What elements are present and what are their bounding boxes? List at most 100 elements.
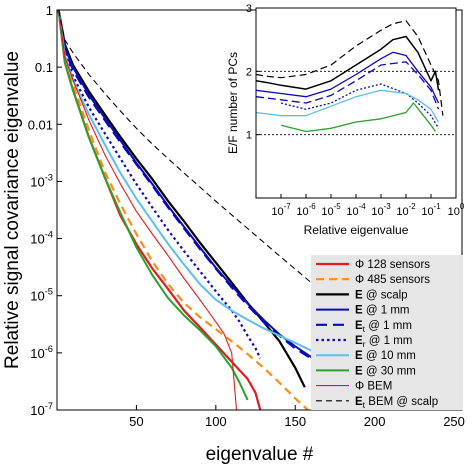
legend-label-part: E	[355, 396, 363, 408]
inset-y-ticks: 1 2 3	[246, 3, 260, 142]
inset-x-tick-label: 10-5	[321, 202, 341, 218]
inset-x-tick-label-base: 10	[271, 206, 283, 218]
main-y-tick-label: 10-4	[30, 230, 53, 247]
legend-entry-label: E @ 1 mm	[355, 305, 410, 317]
legend-label-part: t	[363, 324, 366, 334]
legend-label-part: t	[363, 400, 366, 410]
inset-x-tick-label-exponent: 0	[460, 202, 465, 211]
inset-series-line-4	[280, 83, 440, 129]
inset-x-tick-label-base: 10	[321, 206, 333, 218]
main-x-tick-label: 100	[205, 414, 227, 429]
inset-series-line-0	[256, 20, 444, 116]
main-x-tick-label-base: 250	[443, 414, 465, 429]
main-x-axis-label: eigenvalue #	[206, 444, 314, 465]
legend-label-part: E	[355, 350, 363, 362]
legend-label-part: Φ BEM	[355, 381, 392, 393]
inset-y-tick-label: 2	[246, 66, 252, 78]
main-x-tick-label-base: 200	[364, 414, 386, 429]
main-y-tick-label-base: 10	[30, 289, 44, 304]
main-series-line-8	[58, 10, 238, 410]
legend-label-part: @ scalp	[363, 289, 408, 301]
inset-x-tick-label-base: 10	[448, 206, 460, 218]
inset-y-tick-label: 3	[246, 3, 252, 15]
inset-y-tick-label-base: 3	[246, 3, 252, 15]
inset-x-tick-label-base: 10	[371, 206, 383, 218]
inset-x-tick-label-base: 10	[296, 206, 308, 218]
inset-series-group	[256, 20, 444, 133]
main-y-tick-label: 0.01	[28, 117, 53, 132]
inset-x-tick-label-exponent: -6	[309, 202, 317, 211]
legend-label-part: Φ 485 sensors	[355, 274, 430, 286]
main-chart: 50 100 150 200 250 10.10.0110-310-410-510-61…	[2, 3, 465, 465]
main-y-tick-label-exponent: -7	[45, 401, 53, 411]
main-y-tick-label: 10-3	[30, 172, 53, 189]
main-y-tick-label: 10-7	[30, 401, 53, 418]
inset-x-axis-label: Relative eigenvalue	[304, 223, 409, 237]
main-y-axis-label: Relative signal covariance eigenvalue	[2, 51, 23, 369]
main-x-tick-label-base: 100	[205, 414, 227, 429]
inset-series-line-2	[256, 51, 440, 104]
legend-label-part: @ 1 mm	[366, 335, 413, 347]
main-x-tick-label: 50	[129, 414, 143, 429]
legend-label-part: E	[355, 289, 363, 301]
main-x-tick-label: 250	[443, 414, 465, 429]
main-y-tick-label-base: 10	[30, 346, 44, 361]
inset-x-ticks: 10-7 10-6 10-5 10-4 10-3 10-2 10-1 100	[271, 194, 465, 218]
main-series-line-5	[57, 10, 262, 359]
main-y-tick-label-base: 10	[30, 403, 44, 418]
inset-x-tick-label: 10-6	[296, 202, 316, 218]
main-x-tick-label: 150	[284, 414, 306, 429]
inset-x-tick-label-base: 10	[421, 206, 433, 218]
inset-x-tick-label-base: 10	[346, 206, 358, 218]
legend-entry-label: E @ scalp	[355, 289, 408, 301]
legend-entry-label: Et BEM @ scalp	[355, 396, 438, 410]
inset-series-line-5	[256, 89, 440, 123]
legend-entry-label: Et @ 1 mm	[355, 320, 412, 334]
main-x-tick-label-base: 150	[284, 414, 306, 429]
inset-x-tick-label: 10-4	[346, 202, 366, 218]
main-y-tick-label-exponent: -5	[45, 287, 53, 297]
main-y-tick-label-base: 1	[46, 3, 53, 18]
inset-x-tick-label-exponent: -1	[434, 202, 442, 211]
main-y-tick-label: 10-5	[30, 287, 53, 304]
legend-label-part: @ 10 mm	[363, 350, 416, 362]
legend-label-part: @ 30 mm	[363, 365, 416, 377]
inset-x-tick-label: 10-2	[396, 202, 415, 218]
inset-y-tick-label-base: 1	[246, 130, 252, 142]
main-y-tick-label: 1	[46, 3, 53, 18]
legend-label-part: BEM @ scalp	[365, 396, 438, 408]
inset-reference-lines	[256, 70, 456, 136]
legend-label-part: E	[355, 335, 363, 347]
inset-x-tick-label-base: 10	[396, 206, 408, 218]
inset-series-line-6	[280, 102, 436, 133]
inset-x-tick-label-exponent: -5	[334, 202, 342, 211]
legend-entry-label: Φ BEM	[355, 381, 392, 393]
legend-label-part: r	[363, 339, 366, 349]
legend-label-part: Φ 128 sensors	[355, 259, 430, 271]
main-y-tick-label-exponent: -3	[45, 172, 53, 182]
main-x-ticks: 50 100 150 200 250	[129, 405, 465, 429]
main-y-tick-label-base: 10	[30, 174, 44, 189]
main-y-tick-label: 10-6	[30, 344, 53, 361]
inset-chart: 10-7 10-6 10-5 10-4 10-3 10-2 10-1 100 123 Rela…	[226, 3, 465, 237]
legend-entry-label: E @ 30 mm	[355, 365, 416, 377]
main-x-tick-label-base: 50	[129, 414, 143, 429]
main-series-line-7	[57, 10, 249, 401]
legend-entry-label: Φ 485 sensors	[355, 274, 430, 286]
inset-background	[256, 8, 456, 198]
inset-x-tick-label-exponent: -2	[409, 202, 416, 211]
inset-x-tick-label: 10-3	[371, 202, 391, 218]
inset-x-tick-label: 10-7	[271, 202, 290, 218]
inset-x-tick-label-exponent: -4	[359, 202, 367, 211]
legend-entry-label: E @ 10 mm	[355, 350, 416, 362]
main-y-tick-label-exponent: -6	[45, 344, 53, 354]
main-y-tick-label-exponent: -4	[45, 230, 53, 240]
legend-entry-label: Φ 128 sensors	[355, 259, 430, 271]
main-y-tick-label-base: 0.1	[35, 60, 53, 75]
inset-x-tick-label-exponent: -3	[384, 202, 392, 211]
inset-y-tick-label-base: 2	[246, 66, 252, 78]
legend-label-part: @ 1 mm	[365, 320, 412, 332]
